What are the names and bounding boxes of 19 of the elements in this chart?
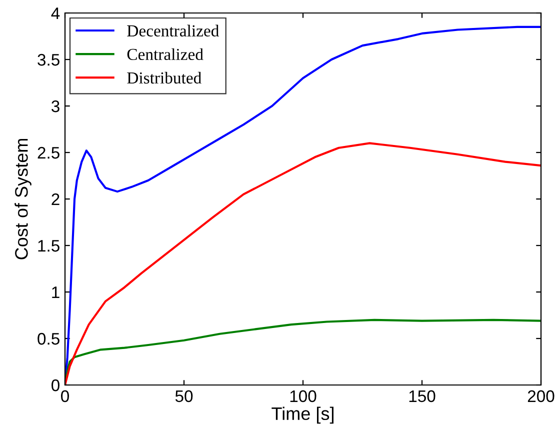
- y-axis-title: Cost of System: [14, 138, 32, 260]
- y-tick-label: 2: [52, 193, 60, 206]
- x-tick-label: 150: [409, 390, 436, 402]
- x-tick-label: 200: [528, 390, 554, 402]
- y-tick-label: 1: [52, 286, 60, 298]
- y-tick-label: 3.5: [38, 54, 60, 66]
- legend-label: Distributed: [127, 72, 202, 84]
- y-tick-label: 2.5: [38, 146, 60, 159]
- y-tick-label: 3: [52, 100, 60, 112]
- legend-label: Centralized: [127, 48, 204, 60]
- x-axis-title: Time [s]: [272, 406, 334, 424]
- y-tick-label: 1.5: [38, 240, 60, 252]
- x-tick-label: 100: [290, 390, 316, 402]
- y-tick-label: 0.5: [38, 332, 60, 345]
- y-tick-label: 4: [51, 8, 60, 20]
- x-tick-label: 50: [175, 390, 193, 402]
- x-tick-label: 0: [61, 390, 69, 402]
- y-tick-label: 0: [52, 379, 60, 392]
- legend-label: Decentralized: [127, 24, 219, 36]
